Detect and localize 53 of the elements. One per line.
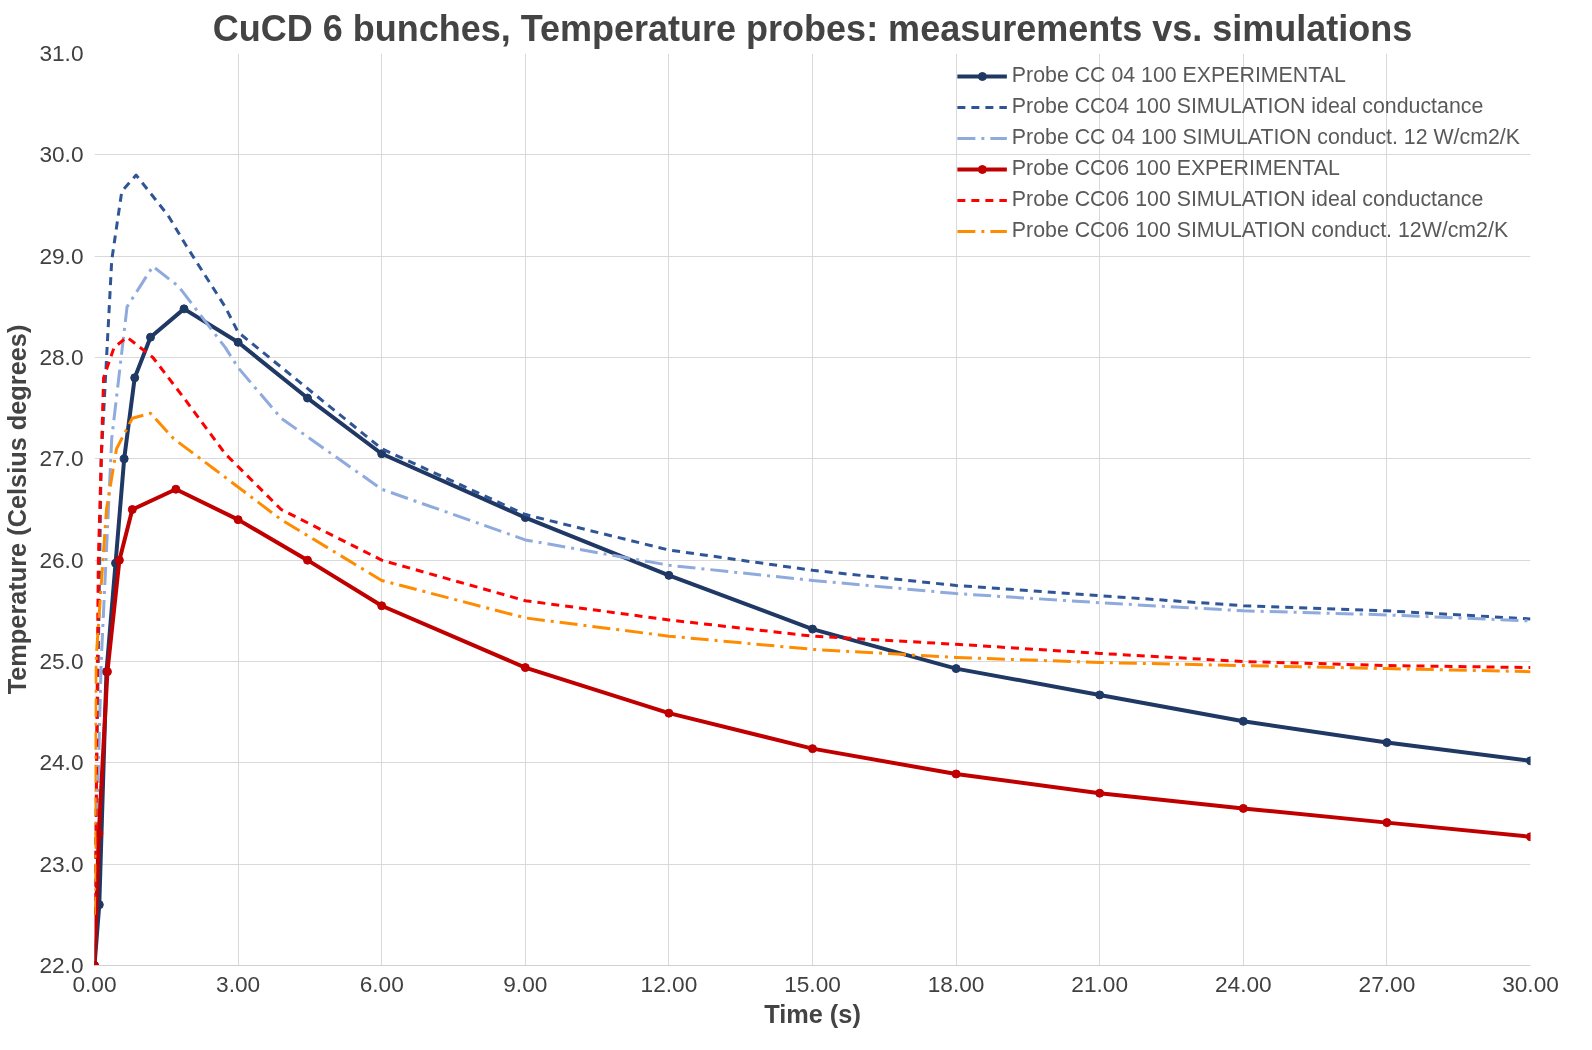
point [1382,818,1392,828]
y-tick-label: 24.0 [39,749,84,776]
legend-label: Probe CC 04 100 EXPERIMENTAL [1011,63,1346,88]
y-tick-label: 23.0 [39,850,84,877]
point [233,515,243,525]
legend-label: Probe CC06 100 SIMULATION conduct. 12W/cm2/K [1011,218,1509,243]
legend-label: Probe CC06 100 SIMULATION ideal conductance [1011,187,1484,212]
point [1238,803,1248,813]
x-tick-label: 30.00 [1502,970,1559,997]
point [171,484,181,494]
legend-label: Probe CC06 100 EXPERIMENTAL [1011,156,1340,181]
point [377,449,387,459]
x-tick-label: 3.00 [216,970,261,997]
point [1382,738,1392,748]
point [303,393,313,403]
y-tick-label: 31.0 [39,40,84,66]
point [951,769,961,779]
x-tick-label: 12.00 [640,970,698,997]
point [179,304,189,314]
y-tick-label: 30.0 [39,141,84,168]
point [951,664,961,674]
legend-label: Probe CC 04 100 SIMULATION conduct. 12 W/cm2/K [1011,125,1520,150]
point [664,708,674,718]
x-tick-label: 27.00 [1358,970,1416,997]
point [130,373,140,383]
chart-title: CuCD 6 bunches, Temperature probes: measurements vs. simulations [212,7,1413,49]
point [1238,716,1248,726]
y-tick-label: 26.0 [39,546,84,573]
point [1095,788,1105,798]
x-tick-label: 15.00 [784,970,841,997]
point [1095,690,1105,700]
point [520,663,530,673]
point [119,454,129,464]
x-tick-label: 21.00 [1071,970,1129,997]
point [377,601,387,611]
point [146,332,155,342]
x-tick-label: 9.00 [503,970,548,997]
point [127,505,137,514]
x-axis-title: Time (s) [764,999,861,1028]
y-tick-label: 28.0 [39,344,84,370]
y-tick-label: 29.0 [39,242,84,269]
point [233,337,243,347]
x-tick-label: 6.00 [359,970,404,997]
legend-label: Probe CC04 100 SIMULATION ideal conductance [1011,94,1484,119]
y-axis-title: Temperature (Celsius degrees) [3,324,32,695]
point [303,555,313,565]
point [808,744,817,754]
y-tick-label: 27.0 [39,445,84,472]
x-tick-label: 18.00 [927,970,985,997]
y-tick-label: 25.0 [39,648,84,674]
point [664,570,674,580]
x-tick-label: 24.00 [1214,970,1272,997]
point [808,624,817,634]
